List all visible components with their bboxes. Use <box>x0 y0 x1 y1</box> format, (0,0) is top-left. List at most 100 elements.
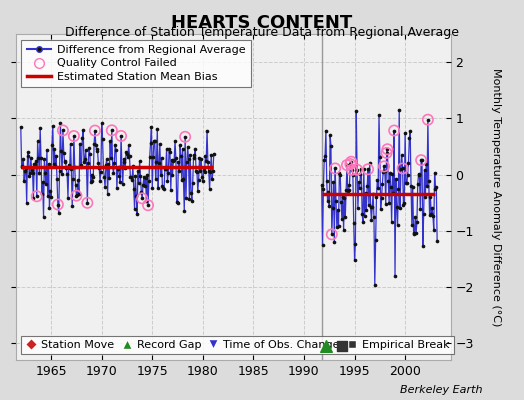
Point <box>204 167 213 174</box>
Point <box>398 165 407 172</box>
Point <box>383 150 391 156</box>
Point <box>165 146 173 153</box>
Point <box>359 218 367 225</box>
Point <box>191 146 200 152</box>
Point <box>395 107 403 114</box>
Point <box>342 187 351 193</box>
Point <box>108 164 117 170</box>
Point <box>330 239 339 245</box>
Point <box>355 185 364 192</box>
Point <box>363 183 372 189</box>
Point <box>146 153 154 160</box>
Point <box>324 188 333 195</box>
Point <box>172 199 181 205</box>
Point <box>198 173 206 180</box>
Point <box>74 177 82 184</box>
Point <box>189 152 198 158</box>
Point <box>201 153 210 160</box>
Point <box>380 163 388 170</box>
Point <box>175 168 183 174</box>
Point <box>43 147 51 153</box>
Point <box>75 191 83 197</box>
Point <box>161 166 170 173</box>
Point <box>80 159 88 165</box>
Point <box>111 142 119 148</box>
Point <box>114 164 123 170</box>
Point <box>344 188 352 194</box>
Point <box>426 194 434 200</box>
Point <box>32 193 41 200</box>
Point <box>197 156 205 162</box>
Point <box>93 146 102 153</box>
Point <box>39 214 48 220</box>
Point <box>129 185 138 192</box>
Point <box>394 185 402 192</box>
Point <box>132 193 140 200</box>
Point <box>71 164 79 170</box>
Point <box>408 222 416 228</box>
Point <box>423 182 431 189</box>
Point <box>158 183 167 190</box>
Point <box>154 184 162 191</box>
Point <box>27 155 35 162</box>
Point <box>144 202 152 208</box>
Point <box>133 210 141 217</box>
Point <box>370 282 379 288</box>
Point <box>346 161 355 167</box>
Point <box>56 168 64 174</box>
Point <box>91 128 99 134</box>
Point <box>69 176 77 182</box>
Point <box>72 192 81 199</box>
Point <box>47 194 56 200</box>
Point <box>194 176 203 183</box>
Point <box>107 127 116 134</box>
Point <box>103 191 112 197</box>
Point <box>383 146 391 152</box>
Point <box>36 125 45 131</box>
Point <box>200 167 208 173</box>
Point <box>193 188 202 194</box>
Point <box>430 227 438 233</box>
Point <box>163 178 172 185</box>
Point <box>117 133 125 139</box>
Point <box>84 160 92 166</box>
Point <box>425 212 434 218</box>
Point <box>180 208 189 214</box>
Point <box>60 150 68 156</box>
Point <box>354 205 362 211</box>
Point <box>21 165 30 171</box>
Point <box>139 182 147 188</box>
Point <box>64 194 72 201</box>
Point <box>397 166 405 172</box>
Point <box>24 152 32 159</box>
Point <box>117 133 125 139</box>
Point <box>350 220 358 226</box>
Point <box>390 127 398 134</box>
Point <box>348 166 356 173</box>
Point <box>28 167 36 174</box>
Point <box>167 187 175 193</box>
Point <box>430 170 439 176</box>
Point <box>161 166 169 172</box>
Point <box>428 205 436 212</box>
Point <box>392 204 401 210</box>
Text: Berkeley Earth: Berkeley Earth <box>400 385 482 395</box>
Point <box>122 148 130 155</box>
Point <box>34 138 42 144</box>
Point <box>319 242 327 248</box>
Point <box>433 238 441 244</box>
Point <box>46 188 54 194</box>
Point <box>134 168 142 174</box>
Point <box>88 172 96 178</box>
Point <box>49 160 58 167</box>
Point <box>32 158 40 164</box>
Point <box>143 172 151 178</box>
Point <box>142 198 150 204</box>
Point <box>121 164 129 171</box>
Point <box>402 180 410 186</box>
Point <box>207 152 215 158</box>
Point <box>28 170 37 176</box>
Point <box>157 172 165 178</box>
Point <box>118 181 127 187</box>
Point <box>59 127 67 134</box>
